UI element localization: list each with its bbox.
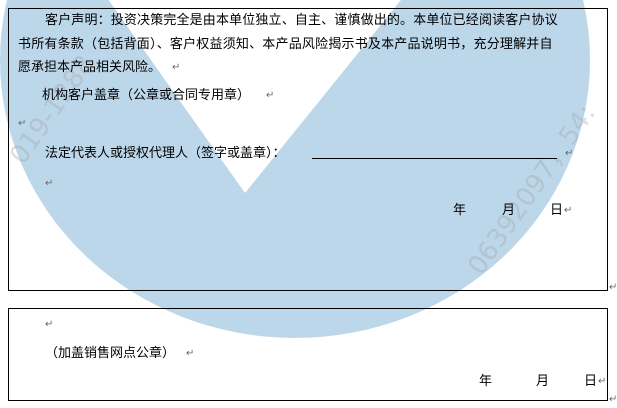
date-year: 年 <box>453 203 467 218</box>
date-month: 月 <box>502 203 516 218</box>
branch-seal-box <box>8 308 608 401</box>
branch-date-month: 月 <box>536 374 550 389</box>
branch-date-day: 日 <box>584 374 598 389</box>
institution-seal-label: 机构客户盖章（公章或合同专用章） <box>42 88 251 103</box>
paragraph-mark: ↵ <box>172 62 181 73</box>
watermark-check-cutout <box>108 0 401 193</box>
branch-seal-label: （加盖销售网点公章） <box>45 346 176 361</box>
paragraph-mark: ↵ <box>598 376 607 387</box>
paragraph-mark: ↵ <box>18 118 27 129</box>
branch-date-year: 年 <box>479 374 493 389</box>
paragraph-mark: ↵ <box>45 319 54 330</box>
paragraph-mark: ↵ <box>45 178 54 189</box>
signature-line[interactable] <box>312 145 557 159</box>
paragraph-mark: ↵ <box>609 282 617 293</box>
watermark-circle <box>0 0 590 338</box>
paragraph-mark: ↵ <box>609 394 617 405</box>
paragraph-mark: ↵ <box>186 348 195 359</box>
declaration-line-3: 愿承担本产品相关风险。 <box>18 60 162 75</box>
declaration-line-1: 客户声明：投资决策完全是由本单位独立、自主、谨慎做出的。本单位已经阅读客户协议 <box>45 13 558 28</box>
customer-declaration-box <box>8 8 608 291</box>
paragraph-mark: ↵ <box>564 205 573 216</box>
paragraph-mark: ↵ <box>565 148 574 159</box>
declaration-line-2: 书所有条款（包括背面）、客户权益须知、本产品风险揭示书及本产品说明书，充分理解并… <box>18 37 553 52</box>
date-day: 日 <box>550 203 564 218</box>
signature-label: 法定代表人或授权代理人（签字或盖章）： <box>45 146 286 161</box>
paragraph-mark: ↵ <box>266 90 275 101</box>
